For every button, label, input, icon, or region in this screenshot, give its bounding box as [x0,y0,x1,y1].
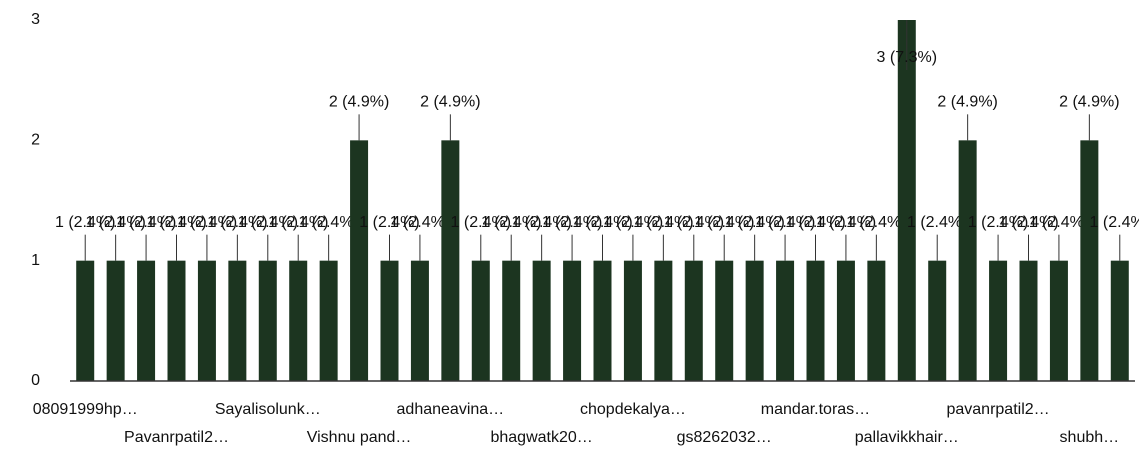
value-label: 1 (2.4%) [359,214,419,231]
value-label: 1 (2.4%) [177,214,237,231]
x-tick-label: Pavanrpatil2… [124,429,229,446]
value-label: 1 (2.4%) [755,214,815,231]
value-label: 2 (4.9%) [937,94,997,111]
bar [228,260,247,381]
bar [593,260,612,381]
bar [410,260,429,381]
bar [197,260,216,381]
value-label: 1 (2.4%) [55,214,115,231]
x-tick-label: Vishnu pand… [307,429,412,446]
y-tick-label: 3 [31,11,40,28]
bar [1019,260,1038,381]
bar [684,260,703,381]
value-label: 2 (4.9%) [329,94,389,111]
value-label: 1 (2.4%) [511,214,571,231]
bar [380,260,399,381]
value-label: 1 (2.4%) [390,214,450,231]
bar [502,260,521,381]
value-label: 1 (2.4%) [207,214,267,231]
value-label: 1 (2.4%) [816,214,876,231]
bar [836,260,855,381]
x-tick-label: mandar.toras… [761,401,870,418]
value-label: 1 (2.4%) [664,214,724,231]
value-label: 1 (2.4%) [846,214,906,231]
bar [1049,260,1068,381]
value-label: 1 (2.4%) [633,214,693,231]
bar [654,260,673,381]
bar [532,260,551,381]
x-tick-label: gs8262032… [677,429,772,446]
bar [776,260,795,381]
value-label: 1 (2.4%) [907,214,967,231]
bar [563,260,582,381]
bar [319,260,338,381]
bar [106,260,125,381]
bar [623,260,642,381]
value-label: 1 (2.4%) [724,214,784,231]
bar [167,260,186,381]
value-label: 1 (2.4%) [998,214,1058,231]
value-label: 1 (2.4%) [542,214,602,231]
value-label: 1 (2.4%) [451,214,511,231]
bar [76,260,95,381]
bar [715,260,734,381]
bar [1110,260,1129,381]
bar [928,260,947,381]
value-label: 1 (2.4%) [298,214,358,231]
y-tick-label: 0 [31,372,40,389]
bar [806,260,825,381]
value-label: 1 (2.4%) [146,214,206,231]
value-label: 2 (4.9%) [420,94,480,111]
x-tick-label: bhagwatk20… [490,429,592,446]
x-tick-label: 08091999hp… [33,401,138,418]
value-label: 1 (2.4%) [1090,214,1139,231]
y-tick-label: 2 [31,132,40,149]
bar [958,140,977,381]
value-label: 1 (2.4%) [481,214,541,231]
x-tick-label: pavanrpatil2… [946,401,1049,418]
bar [471,260,490,381]
value-label: 1 (2.4%) [694,214,754,231]
bar [745,260,764,381]
bar [350,140,369,381]
value-label: 1 (2.4%) [968,214,1028,231]
value-label: 1 (2.4%) [85,214,145,231]
bar [989,260,1008,381]
x-tick-label: Sayalisolunk… [215,401,321,418]
value-label: 1 (2.4%) [572,214,632,231]
value-label: 2 (4.9%) [1059,94,1119,111]
value-label: 1 (2.4%) [603,214,663,231]
x-tick-label: pallavikkhair… [855,429,959,446]
value-label: 1 (2.4%) [785,214,845,231]
x-tick-label: shubh… [1060,429,1120,446]
value-label: 1 (2.4%) [268,214,328,231]
value-label: 3 (7.3%) [877,49,937,66]
value-label: 1 (2.4%) [1029,214,1089,231]
bar [1080,140,1099,381]
bar [137,260,156,381]
x-tick-label: chopdekalya… [580,401,686,418]
bar [897,20,916,381]
y-tick-label: 1 [31,252,40,269]
value-label: 1 (2.4%) [116,214,176,231]
bar [867,260,886,381]
bar [258,260,277,381]
value-label: 1 (2.4%) [238,214,298,231]
bar [289,260,308,381]
x-tick-label: adhaneavina… [397,401,505,418]
bar [441,140,460,381]
